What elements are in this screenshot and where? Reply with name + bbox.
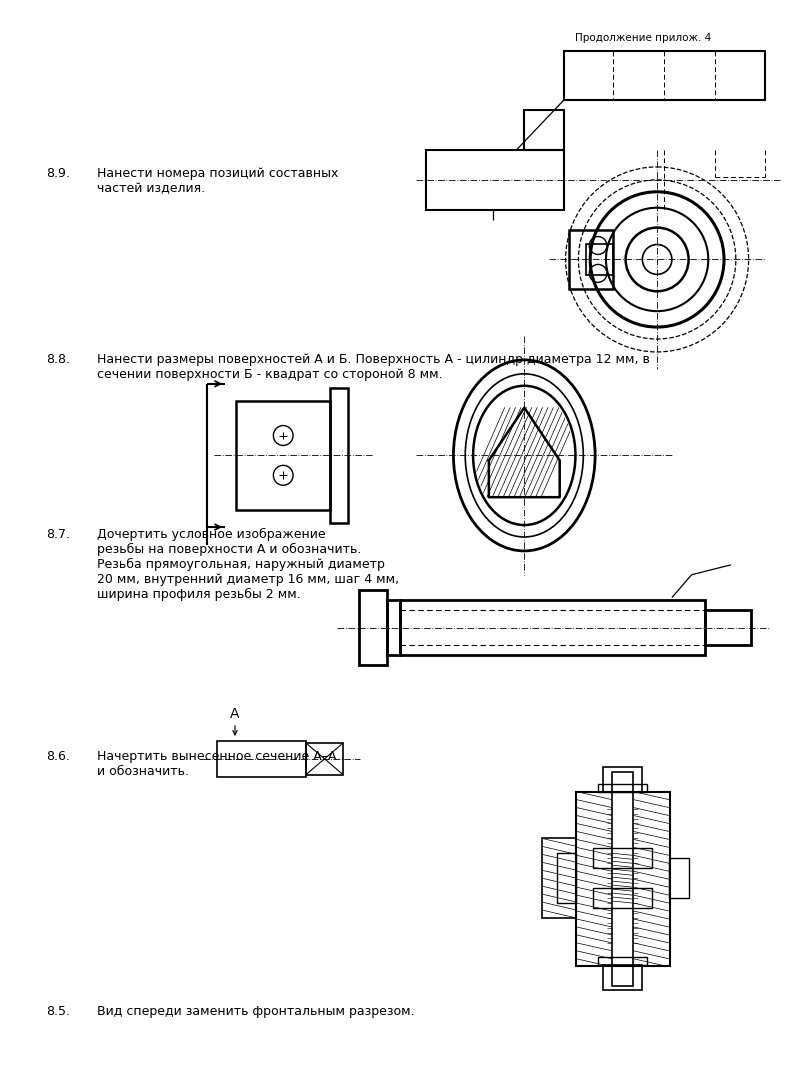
Bar [359,589,386,665]
Text: 8.8.: 8.8. [46,353,70,366]
Bar [524,110,564,150]
Bar [557,853,577,903]
Text: Нанести номера позиций составных
частей изделия.: Нанести номера позиций составных частей … [98,167,338,195]
Bar [569,229,613,289]
Bar [706,610,750,645]
Bar [564,50,766,100]
Bar [236,401,330,511]
Bar [542,838,577,918]
Text: А: А [230,707,240,721]
Text: 8.5.: 8.5. [46,1005,70,1018]
Bar [598,784,647,792]
Bar [603,766,642,792]
Bar [306,743,343,775]
Text: Продолжение прилож. 4: Продолжение прилож. 4 [575,33,712,43]
Text: Начертить вынесенное сечение А–А
и обозначить.: Начертить вынесенное сечение А–А и обозн… [98,750,337,778]
Text: Вид спереди заменить фронтальным разрезом.: Вид спереди заменить фронтальным разрезо… [98,1005,415,1018]
Text: Нанести размеры поверхностей А и Б. Поверхность А - цилиндр диаметра 12 мм, в
се: Нанести размеры поверхностей А и Б. Пове… [98,353,650,381]
Bar [577,792,670,966]
Bar [669,858,689,898]
Bar [612,772,634,986]
Bar [593,888,652,908]
Bar [603,965,642,989]
Text: 8.9.: 8.9. [46,167,70,180]
Bar [586,243,613,275]
Bar [400,600,706,656]
Bar [593,849,652,868]
Bar [330,388,348,523]
Bar [218,741,306,777]
Text: 8.6.: 8.6. [46,750,70,763]
Text: 8.7.: 8.7. [46,528,70,540]
Text: Дочертить условное изображение
резьбы на поверхности А и обозначить.
Резьба прям: Дочертить условное изображение резьбы на… [98,528,399,601]
Bar [426,150,564,210]
Bar [386,600,400,656]
Bar [598,957,647,965]
